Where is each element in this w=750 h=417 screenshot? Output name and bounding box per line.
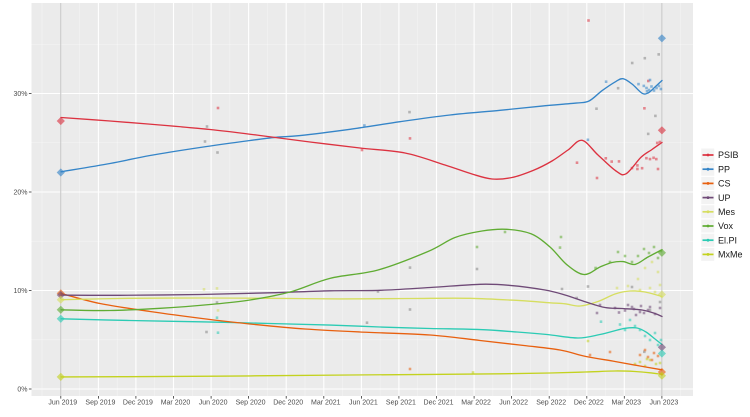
svg-text:Jun 2021: Jun 2021 — [349, 400, 378, 407]
svg-text:30%: 30% — [13, 91, 27, 98]
svg-text:Mar 2021: Mar 2021 — [311, 400, 341, 407]
svg-text:Mar 2023: Mar 2023 — [612, 400, 642, 407]
svg-text:PP: PP — [718, 164, 730, 174]
svg-text:Sep 2022: Sep 2022 — [536, 400, 566, 407]
svg-text:Sep 2021: Sep 2021 — [386, 400, 416, 407]
svg-text:20%: 20% — [13, 189, 27, 196]
svg-text:PSIB: PSIB — [718, 150, 739, 160]
svg-text:Dec 2020: Dec 2020 — [273, 400, 303, 407]
svg-text:Dec 2021: Dec 2021 — [424, 400, 454, 407]
svg-text:Jun 2020: Jun 2020 — [199, 400, 228, 407]
svg-text:El.PI: El.PI — [718, 235, 737, 245]
svg-text:UP: UP — [718, 193, 731, 203]
svg-text:Dec 2019: Dec 2019 — [123, 400, 153, 407]
svg-text:0%: 0% — [17, 386, 27, 393]
svg-text:Vox: Vox — [718, 221, 734, 231]
svg-text:MxMe: MxMe — [718, 250, 743, 260]
svg-text:Mes: Mes — [718, 207, 736, 217]
svg-text:Sep 2020: Sep 2020 — [236, 400, 266, 407]
svg-text:Sep 2019: Sep 2019 — [85, 400, 115, 407]
svg-text:CS: CS — [718, 179, 731, 189]
svg-text:Dec 2022: Dec 2022 — [574, 400, 604, 407]
svg-text:10%: 10% — [13, 288, 27, 295]
svg-text:Jun 2019: Jun 2019 — [48, 400, 77, 407]
svg-text:Jun 2022: Jun 2022 — [499, 400, 528, 407]
svg-text:Mar 2020: Mar 2020 — [161, 400, 191, 407]
svg-text:Mar 2022: Mar 2022 — [461, 400, 491, 407]
svg-text:Jun 2023: Jun 2023 — [649, 400, 678, 407]
